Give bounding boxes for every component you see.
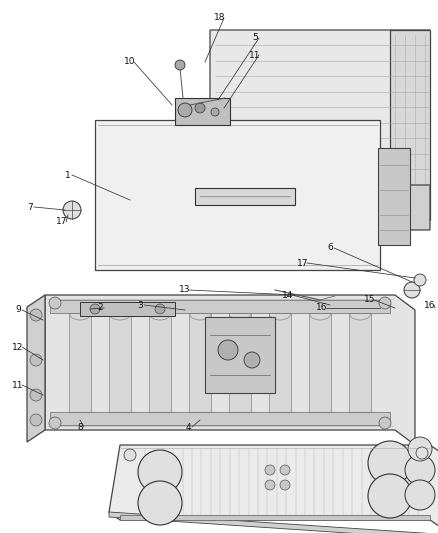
Circle shape [265, 480, 275, 490]
Text: 16: 16 [424, 301, 436, 310]
Circle shape [30, 389, 42, 401]
Circle shape [280, 465, 290, 475]
Circle shape [368, 474, 412, 518]
Circle shape [211, 108, 219, 116]
Circle shape [218, 340, 238, 360]
Polygon shape [50, 300, 390, 313]
Text: 9: 9 [15, 305, 21, 314]
Text: 16: 16 [316, 303, 328, 312]
Text: 1: 1 [65, 171, 71, 180]
Polygon shape [69, 313, 91, 412]
Text: 10: 10 [124, 58, 136, 67]
Text: 14: 14 [283, 290, 294, 300]
Polygon shape [109, 445, 438, 533]
Circle shape [265, 465, 275, 475]
Polygon shape [120, 515, 430, 520]
Polygon shape [269, 313, 291, 412]
Circle shape [404, 282, 420, 298]
Text: 11: 11 [249, 51, 261, 60]
Polygon shape [205, 317, 275, 393]
Polygon shape [378, 148, 410, 245]
Polygon shape [210, 30, 430, 200]
Polygon shape [370, 185, 430, 230]
Circle shape [195, 103, 205, 113]
Circle shape [138, 450, 182, 494]
Circle shape [368, 441, 412, 485]
Circle shape [244, 352, 260, 368]
Polygon shape [95, 120, 380, 270]
Polygon shape [27, 295, 45, 442]
Polygon shape [50, 412, 390, 425]
Polygon shape [45, 295, 415, 445]
Circle shape [49, 417, 61, 429]
Polygon shape [195, 188, 295, 205]
Circle shape [408, 437, 432, 461]
Circle shape [138, 481, 182, 525]
Text: 2: 2 [97, 303, 103, 312]
Circle shape [405, 480, 435, 510]
Polygon shape [80, 302, 175, 316]
Circle shape [90, 304, 100, 314]
Polygon shape [149, 313, 171, 412]
Polygon shape [109, 313, 131, 412]
Text: 13: 13 [179, 286, 191, 295]
Text: 7: 7 [27, 203, 33, 212]
Circle shape [63, 201, 81, 219]
Circle shape [280, 480, 290, 490]
Circle shape [175, 60, 185, 70]
Text: 3: 3 [137, 301, 143, 310]
Text: 18: 18 [214, 13, 226, 22]
Circle shape [379, 297, 391, 309]
Circle shape [30, 309, 42, 321]
Polygon shape [390, 30, 430, 220]
Circle shape [414, 274, 426, 286]
Text: 4: 4 [185, 423, 191, 432]
Circle shape [178, 103, 192, 117]
Text: 17: 17 [297, 259, 309, 268]
Text: 15: 15 [364, 295, 376, 304]
Circle shape [30, 354, 42, 366]
Text: 6: 6 [327, 244, 333, 253]
Text: 11: 11 [12, 381, 24, 390]
Text: 5: 5 [252, 34, 258, 43]
Polygon shape [175, 98, 230, 125]
Polygon shape [109, 512, 438, 533]
Polygon shape [189, 313, 211, 412]
Circle shape [49, 297, 61, 309]
Text: 8: 8 [77, 423, 83, 432]
Circle shape [416, 447, 428, 459]
Circle shape [155, 304, 165, 314]
Polygon shape [309, 313, 331, 412]
Text: 17: 17 [56, 217, 68, 227]
Polygon shape [229, 313, 251, 412]
Polygon shape [349, 313, 371, 412]
Circle shape [124, 449, 136, 461]
Text: 12: 12 [12, 343, 24, 351]
Circle shape [30, 414, 42, 426]
Circle shape [405, 455, 435, 485]
Circle shape [379, 417, 391, 429]
